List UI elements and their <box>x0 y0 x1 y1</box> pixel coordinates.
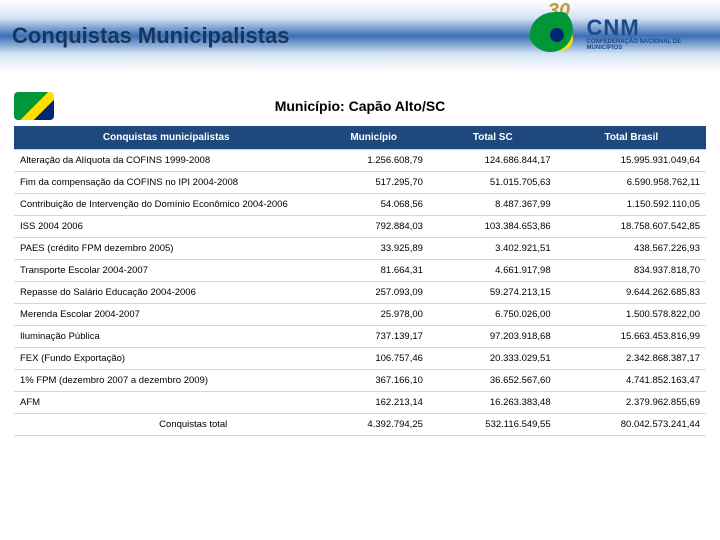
cell-value: 257.093,09 <box>318 282 428 304</box>
logo-acronym: CNM <box>587 17 710 39</box>
cell-value: 51.015.705,63 <box>429 172 557 194</box>
col-total-brasil: Total Brasil <box>557 126 706 150</box>
municipality-subtitle: Município: Capão Alto/SC <box>60 98 660 114</box>
cell-label: Fim da compensação da COFINS no IPI 2004… <box>14 172 318 194</box>
cell-label: 1% FPM (dezembro 2007 a dezembro 2009) <box>14 370 318 392</box>
cell-label: Alteração da Alíquota da COFINS 1999-200… <box>14 150 318 172</box>
content-area: Município: Capão Alto/SC Conquistas muni… <box>0 72 720 436</box>
cell-value: 162.213,14 <box>318 392 428 414</box>
logo-cnm: CNM CONFEDERAÇÃO NACIONAL DE MUNICÍPIOS <box>530 4 710 64</box>
cell-label: Repasse do Salário Educação 2004-2006 <box>14 282 318 304</box>
cell-value: 15.663.453.816,99 <box>557 326 706 348</box>
cell-value: 2.379.962.855,69 <box>557 392 706 414</box>
cell-value: 6.590.958.762,11 <box>557 172 706 194</box>
cell-value: 33.925,89 <box>318 238 428 260</box>
mini-flag-icon <box>14 92 54 120</box>
cell-value: 36.652.567,60 <box>429 370 557 392</box>
cell-label: Conquistas total <box>14 414 318 436</box>
cell-value: 25.978,00 <box>318 304 428 326</box>
cell-label: FEX (Fundo Exportação) <box>14 348 318 370</box>
cell-value: 81.664,31 <box>318 260 428 282</box>
cell-value: 16.263.383,48 <box>429 392 557 414</box>
cell-value: 4.741.852.163,47 <box>557 370 706 392</box>
table-body: Alteração da Alíquota da COFINS 1999-200… <box>14 150 706 436</box>
table-row: AFM162.213,1416.263.383,482.379.962.855,… <box>14 392 706 414</box>
cell-value: 532.116.549,55 <box>429 414 557 436</box>
cell-value: 4.392.794,25 <box>318 414 428 436</box>
table-row: Merenda Escolar 2004-200725.978,006.750.… <box>14 304 706 326</box>
cell-label: ISS 2004 2006 <box>14 216 318 238</box>
cell-value: 438.567.226,93 <box>557 238 706 260</box>
table-row: Repasse do Salário Educação 2004-2006257… <box>14 282 706 304</box>
cell-value: 106.757,46 <box>318 348 428 370</box>
cell-value: 8.487.367,99 <box>429 194 557 216</box>
table-row: Transporte Escolar 2004-200781.664,314.6… <box>14 260 706 282</box>
cell-value: 1.256.608,79 <box>318 150 428 172</box>
table-row: 1% FPM (dezembro 2007 a dezembro 2009)36… <box>14 370 706 392</box>
col-conquistas: Conquistas municipalistas <box>14 126 318 150</box>
cell-label: Transporte Escolar 2004-2007 <box>14 260 318 282</box>
cell-value: 9.644.262.685,83 <box>557 282 706 304</box>
cell-value: 834.937.818,70 <box>557 260 706 282</box>
logo-text: CNM CONFEDERAÇÃO NACIONAL DE MUNICÍPIOS <box>587 17 710 51</box>
cell-label: Iluminação Pública <box>14 326 318 348</box>
cell-label: Contribuição de Intervenção do Domínio E… <box>14 194 318 216</box>
cell-value: 18.758.607.542,85 <box>557 216 706 238</box>
cell-value: 517.295,70 <box>318 172 428 194</box>
cell-label: Merenda Escolar 2004-2007 <box>14 304 318 326</box>
table-row: FEX (Fundo Exportação)106.757,4620.333.0… <box>14 348 706 370</box>
cell-value: 1.150.592.110,05 <box>557 194 706 216</box>
page-title: Conquistas Municipalistas <box>0 23 290 49</box>
table-row: Iluminação Pública737.139,1797.203.918,6… <box>14 326 706 348</box>
cell-value: 2.342.868.387,17 <box>557 348 706 370</box>
conquistas-table: Conquistas municipalistas Município Tota… <box>14 126 706 436</box>
cell-value: 367.166,10 <box>318 370 428 392</box>
logo-fullname: CONFEDERAÇÃO NACIONAL DE MUNICÍPIOS <box>587 39 710 51</box>
cell-value: 3.402.921,51 <box>429 238 557 260</box>
table-row: Conquistas total4.392.794,25532.116.549,… <box>14 414 706 436</box>
cell-value: 97.203.918,68 <box>429 326 557 348</box>
table-row: Fim da compensação da COFINS no IPI 2004… <box>14 172 706 194</box>
cell-value: 1.500.578.822,00 <box>557 304 706 326</box>
cell-label: PAES (crédito FPM dezembro 2005) <box>14 238 318 260</box>
cell-value: 80.042.573.241,44 <box>557 414 706 436</box>
cell-value: 6.750.026,00 <box>429 304 557 326</box>
col-total-sc: Total SC <box>429 126 557 150</box>
header-band: Conquistas Municipalistas 30 anos CNM CO… <box>0 0 720 72</box>
cell-value: 15.995.931.049,64 <box>557 150 706 172</box>
cell-label: AFM <box>14 392 318 414</box>
cell-value: 124.686.844,17 <box>429 150 557 172</box>
table-row: PAES (crédito FPM dezembro 2005)33.925,8… <box>14 238 706 260</box>
cell-value: 103.384.653,86 <box>429 216 557 238</box>
table-row: Alteração da Alíquota da COFINS 1999-200… <box>14 150 706 172</box>
table-header-row: Conquistas municipalistas Município Tota… <box>14 126 706 150</box>
cell-value: 792.884,03 <box>318 216 428 238</box>
cell-value: 737.139,17 <box>318 326 428 348</box>
subtitle-row: Município: Capão Alto/SC <box>14 92 706 120</box>
cell-value: 54.068,56 <box>318 194 428 216</box>
col-municipio: Município <box>318 126 428 150</box>
brazil-flag-icon <box>530 12 581 56</box>
table-row: Contribuição de Intervenção do Domínio E… <box>14 194 706 216</box>
table-row: ISS 2004 2006792.884,03103.384.653,8618.… <box>14 216 706 238</box>
cell-value: 59.274.213,15 <box>429 282 557 304</box>
cell-value: 4.661.917,98 <box>429 260 557 282</box>
cell-value: 20.333.029,51 <box>429 348 557 370</box>
